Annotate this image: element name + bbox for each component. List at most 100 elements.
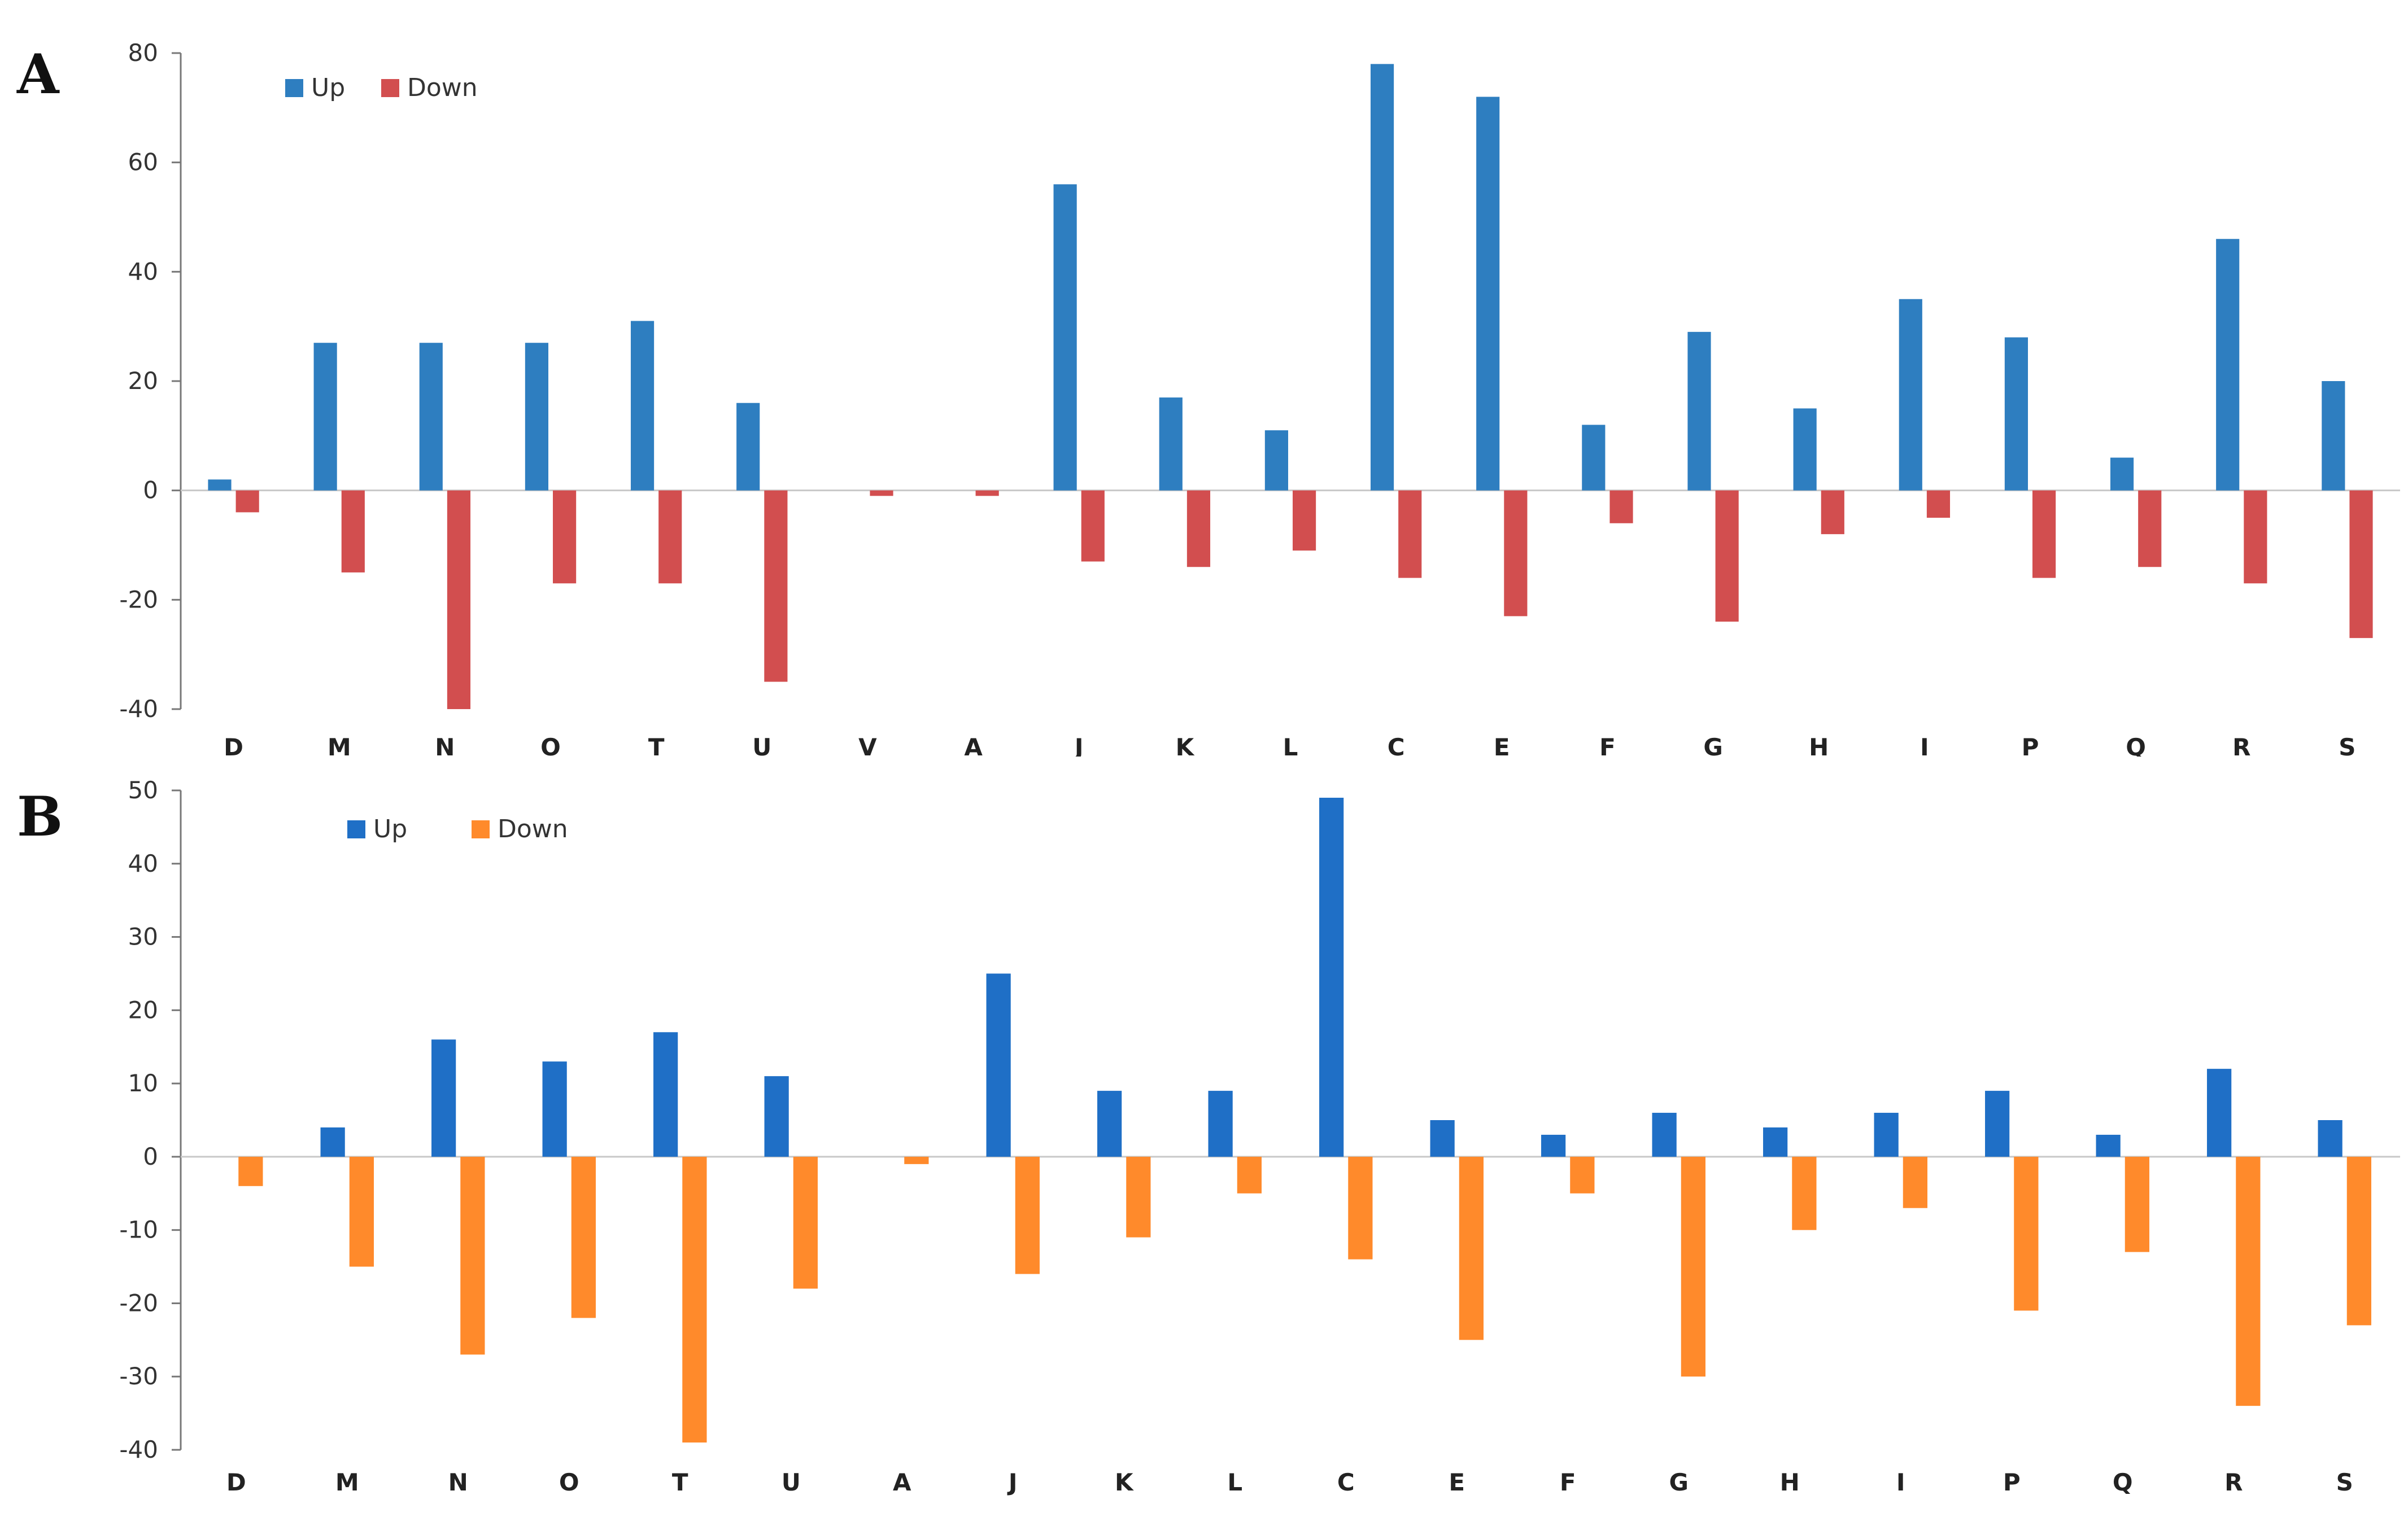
bar-up-F [1582,425,1606,491]
bar-up-E [1430,1120,1455,1157]
bar-down-O [571,1156,596,1318]
bar-up-F [1541,1134,1566,1157]
bar-down-K [1186,490,1211,567]
bar-up-O [525,343,548,491]
bar-down-C [1398,490,1422,578]
bar-down-I [1926,490,1951,518]
bar-down-T [658,490,682,584]
bar-down-P [2032,490,2056,578]
bar-down-Q [2138,490,2162,567]
bar-up-N [419,343,443,491]
bar-down-G [1681,1156,1705,1377]
bar-down-U [764,490,788,682]
bar-up-M [313,343,337,491]
y-tick-label: 40 [128,850,158,877]
bar-down-R [2244,490,2267,584]
y-tick-label: 0 [143,1143,158,1170]
bar-up-O [542,1061,567,1157]
x-tick-label: R [2232,733,2250,757]
y-tick-label: -20 [119,1289,158,1317]
y-tick-label: 10 [128,1069,158,1097]
bar-up-I [1899,299,1922,491]
x-tick-label: N [435,733,455,757]
x-tick-label: A [893,1468,911,1496]
bar-up-S [2318,1120,2342,1157]
bar-down-N [447,490,471,709]
x-tick-label: G [1703,733,1722,757]
legend-label-up: Up [373,815,407,843]
panel-b: B 50 40 30 20 10 0 -10 -20 -30 -40 D M N O T U A J K L C E F G H… [0,757,2408,1530]
legend-label-up: Up [311,73,345,102]
x-tick-label: S [2336,1468,2353,1496]
bar-down-P [2014,1156,2039,1311]
panel-a: A 80 60 40 20 0 -20 -40 D M N O T U V A J K L C E F G H I P Q R S Up… [0,0,2408,757]
y-tick-label: -30 [119,1362,158,1390]
x-tick-label: D [224,733,243,757]
x-tick-label: T [672,1468,688,1496]
legend-swatch-up [285,79,303,97]
bar-down-H [1792,1156,1817,1230]
bar-up-C [1370,64,1394,491]
x-tick-label: R [2224,1468,2243,1496]
legend: Up Down [347,815,568,843]
legend-label-down: Down [498,815,568,843]
x-tick-label: K [1176,733,1195,757]
x-tick-label: V [858,733,877,757]
bar-up-S [2322,381,2345,491]
bar-up-J [986,973,1011,1157]
bar-down-J [1015,1156,1040,1274]
chart-b: 50 40 30 20 10 0 -10 -20 -30 -40 D M N O T U A J K L C E F G H I P… [119,776,2400,1496]
x-tick-label: F [1599,733,1616,757]
bar-up-N [431,1039,456,1157]
x-tick-label: U [752,733,771,757]
bar-down-I [1903,1156,1927,1208]
bar-down-O [553,490,577,584]
y-tick-label: 40 [128,257,158,285]
bar-up-P [1985,1091,2010,1157]
x-tick-label: O [540,733,561,757]
bar-down-A [975,490,999,496]
legend-swatch-down [472,820,490,838]
x-tick-label: C [1388,733,1405,757]
y-tick-label: -40 [119,695,158,723]
bar-down-K [1126,1156,1151,1238]
x-tick-label: T [648,733,665,757]
y-tick-label: 80 [128,39,158,67]
bar-down-E [1504,490,1528,617]
chart-a: 80 60 40 20 0 -20 -40 D M N O T U V A J K L C E F G H I P Q R S Up Do… [119,39,2400,757]
y-tick-label: 50 [128,776,158,804]
x-tick-label: O [559,1468,579,1496]
panel-b-letter: B [17,785,63,849]
bar-down-S [2346,1156,2371,1326]
bar-up-T [630,321,655,491]
x-tick-label: H [1780,1468,1800,1496]
bar-up-R [2216,239,2240,491]
bar-up-K [1159,397,1183,491]
bar-up-Q [2110,457,2134,491]
bar-up-T [653,1032,678,1157]
x-tick-label: H [1809,733,1829,757]
legend-swatch-down [381,79,399,97]
bar-down-H [1821,490,1844,535]
y-tick-label: -40 [119,1436,158,1463]
bar-down-L [1237,1156,1262,1194]
bar-down-M [341,490,365,572]
x-tick-label: I [1920,733,1929,757]
bar-down-L [1293,490,1316,551]
x-tick-label: M [328,733,351,757]
bar-down-F [1570,1156,1595,1194]
x-tick-label: C [1337,1468,1355,1496]
panel-a-letter: A [17,42,59,106]
bar-down-V [870,490,893,496]
x-tick-label: E [1449,1468,1465,1496]
x-tick-label: U [782,1468,801,1496]
bar-down-J [1081,490,1105,562]
x-tick-label: G [1669,1468,1689,1496]
x-tick-label: E [1494,733,1510,757]
x-tick-label: S [2339,733,2355,757]
bar-up-P [2004,337,2028,491]
x-tick-label: K [1115,1468,1134,1496]
legend: Up Down [285,73,478,102]
bar-down-G [1715,490,1739,622]
bar-down-A [904,1156,929,1164]
